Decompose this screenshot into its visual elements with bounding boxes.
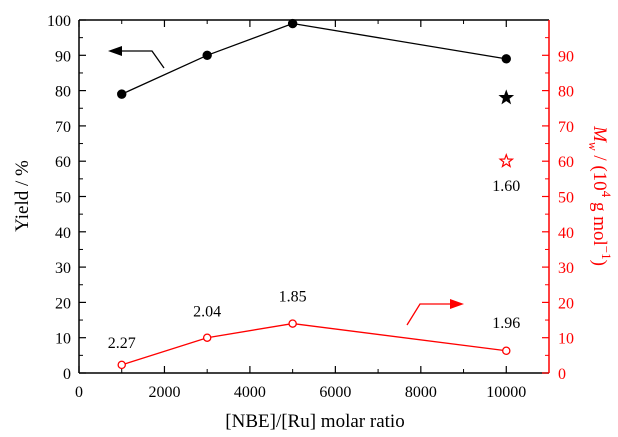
left-y-tick-label: 10	[55, 331, 71, 348]
left-y-tick-label: 20	[55, 295, 71, 312]
left-y-axis-title: Yield / %	[12, 160, 33, 232]
pdi-data-label: 2.04	[193, 304, 221, 321]
x-tick-label: 4000	[234, 384, 266, 401]
yield-point	[202, 50, 212, 60]
axis-arrow-group	[108, 46, 464, 326]
x-tick-label: 8000	[405, 384, 437, 401]
plot-frame-group	[78, 19, 550, 374]
mw-series-line	[121, 322, 507, 366]
series-group	[117, 18, 515, 370]
left-y-tick-label: 70	[55, 119, 71, 136]
mw-star-point	[498, 152, 515, 168]
right-axis-indicator-arrow-shaft	[406, 303, 451, 326]
right-y-tick-label: 90	[558, 48, 574, 65]
yield-series-line	[121, 22, 507, 95]
right-y-tick-label: 0	[558, 366, 566, 383]
right-y-tick-label: 60	[558, 154, 574, 171]
yield-point	[117, 89, 127, 99]
x-tick-label: 2000	[148, 384, 180, 401]
right-y-axis-title: Mw / (104 g mol−1)	[586, 125, 614, 266]
yield-point	[287, 18, 298, 29]
pdi-data-label: 2.27	[108, 335, 136, 352]
left-y-tick-label: 100	[47, 13, 71, 30]
right-y-tick-label: 10	[558, 331, 574, 348]
mw-point	[117, 360, 126, 370]
left-y-tick-label: 90	[55, 48, 71, 65]
yield-star-point	[498, 89, 515, 105]
mw-point	[202, 333, 212, 342]
right-y-tick-label: 70	[558, 119, 574, 136]
right-y-axis-title-symbol: M	[589, 125, 610, 143]
right-y-axis-title-suffix: )	[589, 260, 610, 266]
left-y-tick-label: 50	[55, 190, 71, 207]
x-tick-label: 6000	[319, 384, 351, 401]
pdi-data-label: 1.96	[492, 315, 520, 332]
right-y-tick-label: 30	[558, 260, 574, 277]
right-y-axis-title-exponent2: −1	[599, 246, 614, 260]
x-axis-title: [NBE]/[Ru] molar ratio	[225, 411, 404, 432]
x-tick-label: 0	[75, 384, 83, 401]
tick-group: 0 2000 4000 6000 8000 10000 0 10 20 30 40 50 60 70 80 9…	[47, 13, 574, 401]
left-y-tick-label: 0	[63, 366, 71, 383]
right-y-axis-title-prefix: / (10	[589, 151, 610, 191]
right-y-tick-label: 40	[558, 225, 574, 242]
left-y-tick-label: 80	[55, 84, 71, 101]
left-y-tick-label: 40	[55, 225, 71, 242]
left-axis-indicator-arrow-head	[108, 46, 122, 56]
x-tick-label: 10000	[486, 384, 526, 401]
right-y-tick-label: 20	[558, 295, 574, 312]
right-y-axis-title-subscript: w	[586, 142, 601, 151]
pdi-data-label: 1.60	[492, 178, 520, 195]
data-label-group: 2.27 2.04 1.85 1.96 1.60	[108, 178, 521, 352]
yield-point	[501, 54, 511, 64]
right-y-tick-label: 80	[558, 84, 574, 101]
right-axis-indicator-arrow-head	[450, 299, 464, 309]
right-y-axis-title-middle: g mol	[589, 197, 610, 246]
right-y-axis-title-exponent: 4	[599, 191, 614, 198]
pdi-data-label: 1.85	[279, 289, 307, 306]
left-y-tick-label: 60	[55, 154, 71, 171]
right-y-tick-label: 50	[558, 190, 574, 207]
left-y-tick-label: 30	[55, 260, 71, 277]
left-axis-indicator-arrow-shaft	[120, 50, 165, 69]
mw-point	[288, 319, 297, 328]
mw-point	[502, 346, 511, 356]
